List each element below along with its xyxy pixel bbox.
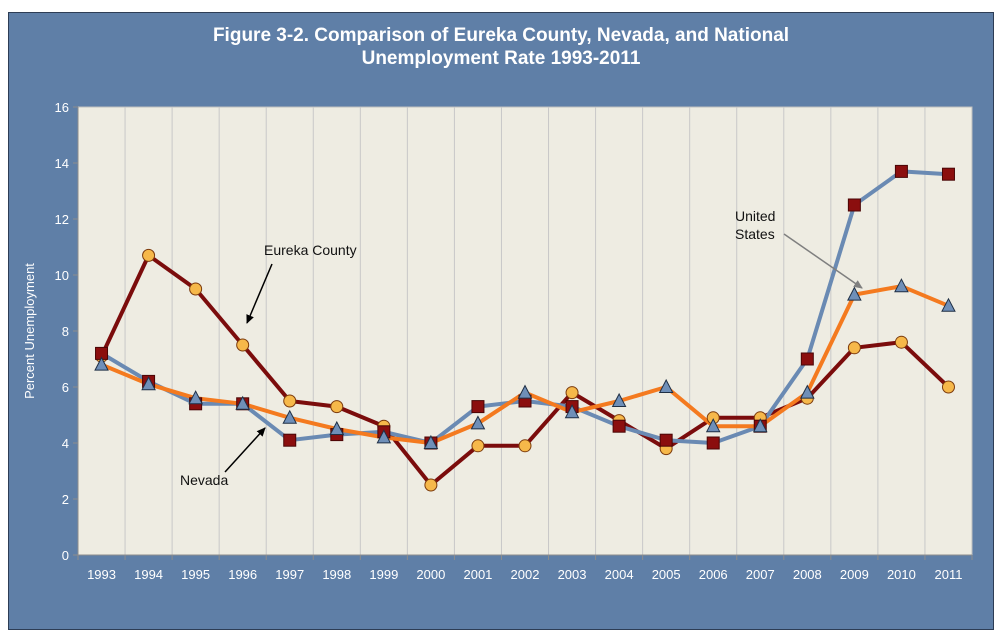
chart-title-line2: Unemployment Rate 1993-2011 <box>361 48 641 69</box>
data-point-united-states <box>658 378 674 393</box>
annotation-nevada: Nevada <box>180 472 228 488</box>
data-point-nevada <box>612 419 626 433</box>
data-point-nevada <box>941 167 955 181</box>
data-point-united-states <box>894 278 909 293</box>
plot-area <box>77 106 973 556</box>
x-tick-label: 2009 <box>840 567 869 582</box>
x-tick-label: 2005 <box>652 567 681 582</box>
data-point-eureka-county <box>565 386 579 400</box>
data-point-nevada <box>894 164 908 178</box>
data-point-nevada <box>847 198 861 212</box>
x-tick-label: 1998 <box>322 567 351 582</box>
series-group <box>94 164 956 492</box>
data-point-united-states <box>235 395 251 410</box>
data-point-eureka-county <box>518 439 532 453</box>
y-tick-label: 0 <box>62 548 69 563</box>
data-point-united-states <box>564 404 580 419</box>
data-point-united-states <box>705 418 721 433</box>
chart-title-line1: Figure 3-2. Comparison of Eureka County,… <box>212 25 790 46</box>
x-tick-label: 2007 <box>746 567 775 582</box>
data-point-nevada <box>471 400 485 414</box>
y-tick-label: 10 <box>55 268 69 283</box>
y-tick-label: 8 <box>62 324 69 339</box>
x-tick-label: 2003 <box>558 567 587 582</box>
data-point-eureka-county <box>330 400 344 414</box>
y-axis-label: Percent Unemployment <box>22 263 37 399</box>
x-tick-label: 2008 <box>793 567 822 582</box>
x-tick-label: 2011 <box>934 567 962 582</box>
annotation-us-line2: States <box>735 226 775 242</box>
y-tick-label: 6 <box>62 380 69 395</box>
annotation-eureka-arrow <box>246 263 273 324</box>
data-point-eureka-county <box>424 478 438 492</box>
grid <box>124 107 926 555</box>
data-point-eureka-county <box>283 394 297 408</box>
data-point-nevada <box>800 352 814 366</box>
data-point-eureka-county <box>471 439 485 453</box>
data-point-united-states <box>847 286 862 301</box>
chart-title: Figure 3-2. Comparison of Eureka County,… <box>0 24 1002 70</box>
x-axis: 1993 1994 1995 1996 1997 1998 1999 2000 2001 2002… <box>77 554 973 582</box>
y-tick-label: 2 <box>62 492 69 507</box>
x-tick-label: 1997 <box>275 567 304 582</box>
data-point-united-states <box>941 297 956 312</box>
data-point-eureka-county <box>941 380 955 394</box>
data-point-united-states <box>799 384 815 399</box>
annotation-us-arrow <box>783 233 863 289</box>
x-tick-label: 1995 <box>181 567 210 582</box>
data-point-eureka-county <box>847 341 861 355</box>
x-tick-label: 2000 <box>416 567 445 582</box>
x-tick-label: 2006 <box>699 567 728 582</box>
x-tick-label: 1993 <box>87 567 116 582</box>
x-tick-label: 1999 <box>369 567 398 582</box>
data-point-united-states <box>282 409 298 424</box>
y-axis: 0 2 4 6 8 10 12 14 16 <box>55 100 79 563</box>
data-point-united-states <box>329 420 345 435</box>
y-tick-label: 4 <box>62 436 69 451</box>
data-point-united-states <box>752 418 768 433</box>
data-point-nevada <box>659 433 673 447</box>
x-tick-label: 2004 <box>605 567 634 582</box>
x-tick-label: 2002 <box>511 567 540 582</box>
x-tick-label: 1994 <box>134 567 163 582</box>
data-point-united-states <box>611 392 627 407</box>
data-point-united-states <box>423 434 439 449</box>
x-tick-label: 1996 <box>228 567 257 582</box>
annotation-eureka-county: Eureka County <box>264 242 357 258</box>
y-tick-label: 12 <box>55 212 69 227</box>
data-point-united-states <box>470 415 486 430</box>
y-tick-label: 14 <box>55 156 69 171</box>
annotation-us-line1: United <box>735 208 775 224</box>
data-point-united-states <box>517 384 533 399</box>
x-tick-label: 2010 <box>887 567 916 582</box>
annotations: Eureka County Nevada United States <box>180 208 863 488</box>
data-point-united-states <box>94 356 109 371</box>
data-point-nevada <box>283 433 297 447</box>
data-point-eureka-county <box>236 338 250 352</box>
y-tick-label: 16 <box>55 100 69 115</box>
data-point-eureka-county <box>189 282 203 296</box>
annotation-nevada-arrow <box>224 427 266 473</box>
data-point-eureka-county <box>142 248 156 262</box>
data-point-nevada <box>706 436 720 450</box>
data-point-united-states <box>188 390 203 405</box>
data-point-united-states <box>376 429 392 444</box>
data-point-eureka-county <box>894 335 908 349</box>
x-tick-label: 2001 <box>463 567 492 582</box>
data-point-united-states <box>141 376 156 391</box>
